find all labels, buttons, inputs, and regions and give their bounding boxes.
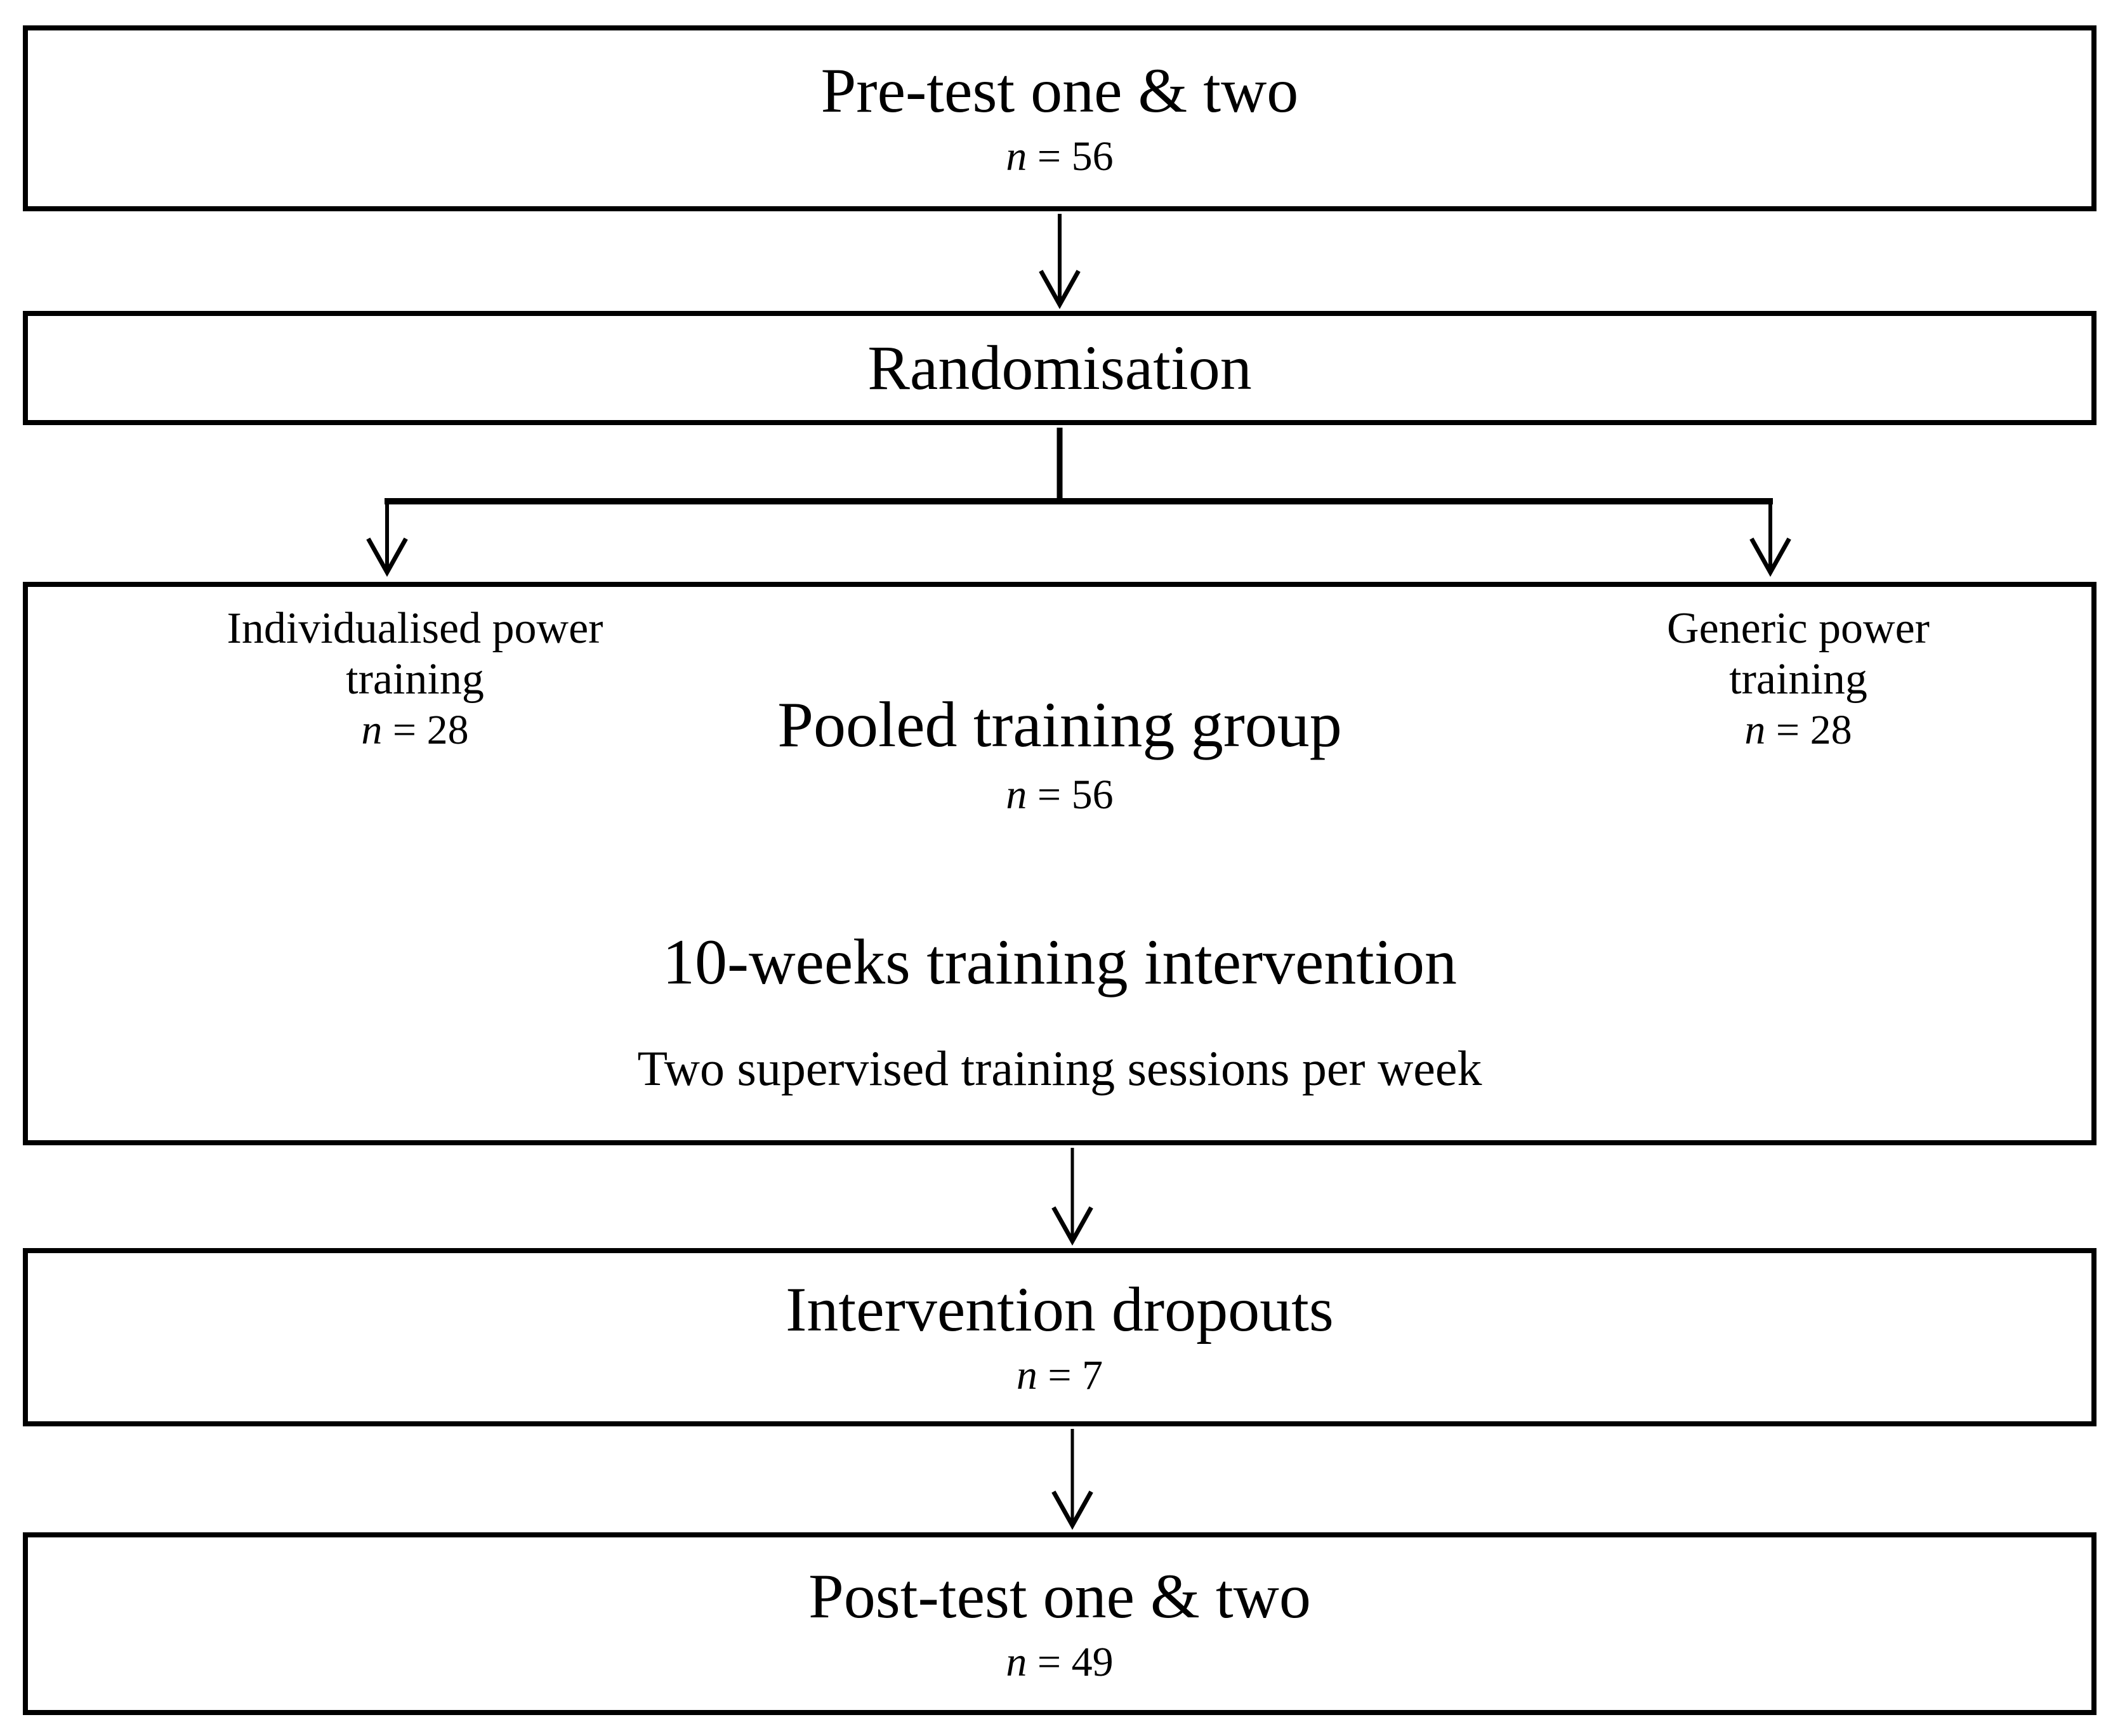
- individualised-line2: training: [346, 655, 484, 704]
- pooled-n-label: n = 56: [28, 772, 2091, 819]
- posttest-n-symbol: n: [1006, 1638, 1027, 1685]
- pooled-intervention-box: Individualised power training n = 28 Gen…: [23, 582, 2097, 1145]
- generic-line1: Generic power: [1667, 604, 1930, 653]
- pretest-box: Pre-test one & two n = 56: [23, 25, 2097, 211]
- intervention-subtitle: Two supervised training sessions per wee…: [637, 1041, 1482, 1096]
- pooled-n-value: = 56: [1027, 772, 1114, 818]
- generic-group-label: Generic power training n = 28: [1585, 603, 2011, 756]
- pretest-n-label: n = 56: [1006, 133, 1114, 180]
- pretest-title: Pre-test one & two: [820, 55, 1299, 126]
- individualised-line1: Individualised power: [227, 604, 603, 653]
- posttest-n-label: n = 49: [1006, 1638, 1114, 1686]
- posttest-title: Post-test one & two: [808, 1560, 1311, 1631]
- individualised-group-label: Individualised power training n = 28: [170, 603, 660, 756]
- pooled-group-title: Pooled training group: [777, 689, 1342, 761]
- dropouts-title: Intervention dropouts: [786, 1274, 1334, 1345]
- individualised-n-symbol: n: [361, 707, 383, 753]
- dropouts-n-label: n = 7: [1016, 1352, 1103, 1399]
- generic-n-label: n = 28: [1585, 705, 2011, 756]
- intervention-title: 10-weeks training intervention: [662, 926, 1457, 998]
- dropouts-n-symbol: n: [1016, 1352, 1037, 1399]
- pretest-n-symbol: n: [1006, 133, 1027, 180]
- posttest-n-value: = 49: [1027, 1638, 1114, 1685]
- individualised-n-value: = 28: [382, 707, 469, 753]
- dropouts-box: Intervention dropouts n = 7: [23, 1248, 2097, 1426]
- randomisation-title: Randomisation: [867, 332, 1252, 403]
- randomisation-box: Randomisation: [23, 311, 2097, 425]
- generic-n-symbol: n: [1744, 707, 1766, 753]
- generic-n-value: = 28: [1765, 707, 1852, 753]
- individualised-n-label: n = 28: [170, 705, 660, 756]
- pooled-n-symbol: n: [1006, 772, 1027, 818]
- posttest-box: Post-test one & two n = 49: [23, 1532, 2097, 1715]
- generic-line2: training: [1729, 655, 1867, 704]
- dropouts-n-value: = 7: [1037, 1352, 1103, 1399]
- pretest-n-value: = 56: [1027, 133, 1114, 180]
